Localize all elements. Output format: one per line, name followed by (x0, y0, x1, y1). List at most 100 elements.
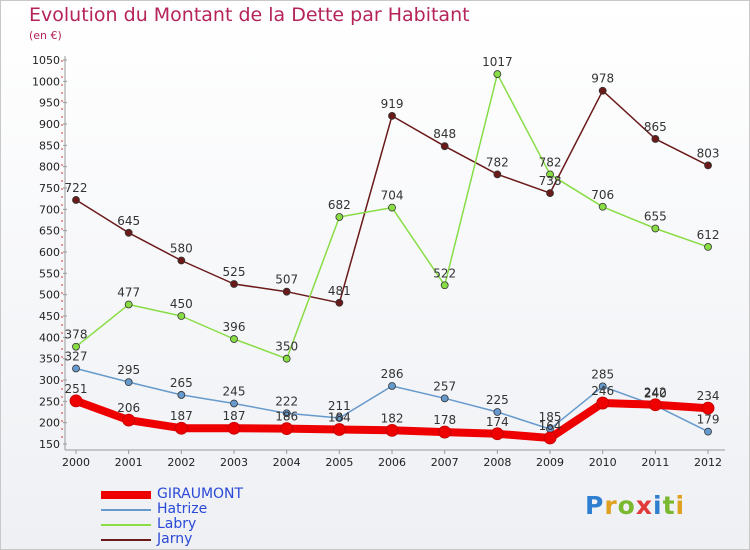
data-point-giraumont (701, 401, 715, 415)
data-label-jarny: 481 (328, 284, 351, 298)
y-tick-label: 350 (39, 353, 60, 366)
legend-swatch (101, 491, 151, 499)
x-tick-label: 2011 (641, 456, 669, 469)
y-tick-label: 550 (39, 267, 60, 280)
data-label-hatrize: 211 (328, 399, 351, 413)
data-point-giraumont (438, 425, 452, 439)
data-point-jarny (493, 170, 502, 179)
data-label-giraumont: 187 (223, 409, 246, 423)
brand-letter: t (662, 491, 676, 520)
data-point-hatrize (598, 382, 607, 391)
data-point-hatrize (282, 409, 291, 418)
data-label-jarny: 978 (591, 72, 614, 86)
data-label-jarny: 645 (117, 214, 140, 228)
y-tick-label: 250 (39, 395, 60, 408)
data-label-labry: 378 (65, 328, 88, 342)
data-label-jarny: 507 (275, 273, 298, 287)
y-tick-label: 950 (39, 97, 60, 110)
x-tick-label: 2008 (483, 456, 511, 469)
data-point-hatrize (230, 399, 238, 408)
data-point-hatrize (493, 408, 502, 416)
data-labels-layer: 722 645 580 525 507 481 919 848 782 738 978 865 803 3… (65, 55, 720, 433)
y-tick-label: 1000 (32, 75, 60, 88)
y-tick-label: 300 (39, 374, 60, 387)
data-point-giraumont (174, 421, 188, 435)
x-tick-label: 2001 (115, 456, 143, 469)
data-label-labry: 612 (697, 228, 720, 242)
data-point-labry (493, 70, 502, 78)
data-point-hatrize (335, 414, 344, 422)
x-tick-label: 2009 (536, 456, 564, 469)
data-label-labry: 522 (433, 266, 456, 280)
data-label-labry: 477 (117, 285, 140, 299)
data-label-labry: 655 (644, 210, 667, 224)
data-label-hatrize: 185 (539, 410, 562, 424)
data-point-labry (335, 213, 344, 221)
data-label-hatrize: 240 (644, 387, 667, 401)
data-label-giraumont: 234 (697, 389, 720, 403)
data-label-jarny: 525 (223, 265, 246, 279)
x-tick-label: 2002 (167, 456, 195, 469)
y-tick-label: 800 (39, 161, 60, 174)
data-label-labry: 782 (539, 155, 562, 169)
y-tick-label: 450 (39, 310, 60, 323)
data-point-jarny (72, 196, 80, 204)
data-point-labry (177, 312, 186, 320)
x-tick-label: 2004 (273, 456, 301, 469)
data-label-hatrize: 327 (65, 349, 88, 363)
data-point-jarny (335, 298, 344, 307)
data-point-giraumont (122, 413, 136, 427)
chart-title: Evolution du Montant de la Dette par Hab… (29, 4, 470, 26)
y-tick-label: 850 (39, 139, 60, 152)
data-point-giraumont (596, 396, 610, 410)
data-point-labry (388, 203, 396, 212)
data-label-giraumont: 164 (539, 419, 562, 433)
data-label-giraumont: 174 (486, 415, 509, 429)
data-point-labry (230, 335, 238, 343)
legend-swatch (101, 509, 151, 511)
y-tick-label: 500 (39, 289, 60, 302)
data-label-hatrize: 285 (591, 367, 614, 381)
data-point-jarny (704, 161, 712, 170)
data-point-giraumont (332, 423, 346, 436)
data-label-hatrize: 295 (117, 363, 140, 377)
y-tick-label: 600 (39, 246, 60, 259)
data-label-hatrize: 222 (275, 394, 298, 408)
data-point-jarny (651, 135, 660, 143)
data-label-labry: 682 (328, 198, 351, 212)
data-point-jarny (124, 228, 133, 237)
data-label-giraumont: 251 (65, 382, 88, 396)
data-point-labry (651, 224, 660, 233)
data-point-hatrize (704, 427, 712, 436)
data-point-giraumont (490, 427, 504, 441)
data-label-labry: 1017 (482, 55, 513, 69)
data-label-giraumont: 182 (381, 411, 404, 425)
data-label-jarny: 722 (65, 181, 88, 195)
legend-label: Jarny (157, 531, 193, 547)
data-label-jarny: 803 (697, 146, 720, 160)
data-point-jarny (546, 189, 554, 198)
data-label-labry: 396 (223, 320, 246, 334)
y-tick-label: 900 (39, 118, 60, 131)
data-label-hatrize: 265 (170, 376, 193, 390)
legend-swatch (101, 524, 151, 526)
data-label-hatrize: 257 (433, 379, 456, 393)
data-label-hatrize: 286 (381, 367, 404, 381)
y-tick-label: 1050 (32, 54, 60, 67)
brand-letter: o (617, 491, 636, 520)
data-point-labry (598, 202, 607, 211)
data-label-jarny: 865 (644, 120, 667, 134)
data-label-giraumont: 187 (170, 409, 193, 423)
data-point-labry (282, 354, 291, 363)
data-label-giraumont: 206 (117, 401, 140, 415)
data-point-hatrize (177, 391, 186, 399)
y-tick-label: 750 (39, 182, 60, 195)
data-point-jarny (388, 111, 396, 120)
axes: 150 200 250 300 350 400 450 500 550 600 650 700 750 8… (32, 54, 725, 469)
data-point-hatrize (124, 378, 133, 387)
x-tick-label: 2003 (220, 456, 248, 469)
data-point-labry (704, 242, 712, 251)
x-tick-label: 2007 (431, 456, 459, 469)
legend-label: GIRAUMONT (157, 486, 244, 502)
